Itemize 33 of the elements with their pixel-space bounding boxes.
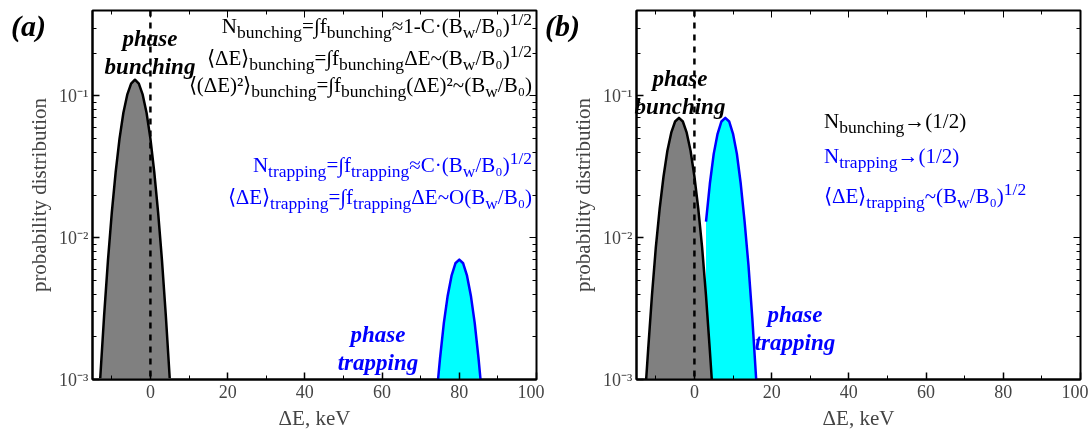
- chart-title: (b): [545, 9, 580, 42]
- annotation: N$_{bunching}$=∫f$_{bunching}$≈1-C·(B$_{w}$/B₀)$^{1/2}$: [221, 9, 532, 43]
- series-label: phase trapping: [754, 301, 836, 357]
- y-tick-label: 10⁻¹: [603, 85, 633, 106]
- y-tick-label: 10⁻³: [603, 369, 634, 390]
- y-tick-label: 10⁻²: [59, 227, 89, 248]
- x-axis-title: ΔE, keV: [822, 405, 895, 430]
- y-axis-title: probability distribution: [571, 97, 596, 293]
- y-axis-title: probability distribution: [27, 97, 52, 293]
- annotation: ⟨ΔE⟩$_{bunching}$=∫f$_{bunching}$ΔE~(B$_{w}$/B₀)$^{1/2}$: [206, 41, 532, 75]
- x-tick-label: 100: [1061, 381, 1088, 402]
- x-tick-label: 80: [994, 381, 1013, 402]
- chart-title: (a): [11, 9, 46, 42]
- y-tick-label: 10⁻¹: [59, 85, 89, 106]
- x-tick-label: 20: [218, 381, 237, 402]
- y-tick-label: 10⁻³: [59, 369, 90, 390]
- x-tick-label: 100: [517, 381, 545, 402]
- x-tick-label: 40: [839, 381, 858, 402]
- x-tick-label: 0: [689, 381, 699, 402]
- annotation: N$_{bunching}$→(1/2): [824, 109, 967, 138]
- x-tick-label: 40: [295, 381, 314, 402]
- x-tick-label: 60: [373, 381, 392, 402]
- annotation: ⟨ΔE⟩$_{trapping}$=∫f$_{trapping}$ΔE~O(B$_{w}$/B₀): [227, 185, 532, 214]
- x-tick-label: 20: [762, 381, 781, 402]
- annotation: ⟨ΔE⟩$_{trapping}$~(B$_{w}$/B₀)$^{1/2}$: [824, 179, 1027, 213]
- y-tick-label: 10⁻²: [603, 227, 633, 248]
- annotation: N$_{trapping}$→(1/2): [824, 144, 960, 173]
- annotation: N$_{trapping}$=∫f$_{trapping}$≈C·(B$_{w}$/B₀)$^{1/2}$: [252, 148, 532, 182]
- x-tick-label: 60: [917, 381, 936, 402]
- x-tick-label: 80: [450, 381, 469, 402]
- x-axis-title: ΔE, keV: [278, 405, 351, 430]
- x-tick-label: 0: [145, 381, 155, 402]
- series-label: phase trapping: [337, 321, 419, 377]
